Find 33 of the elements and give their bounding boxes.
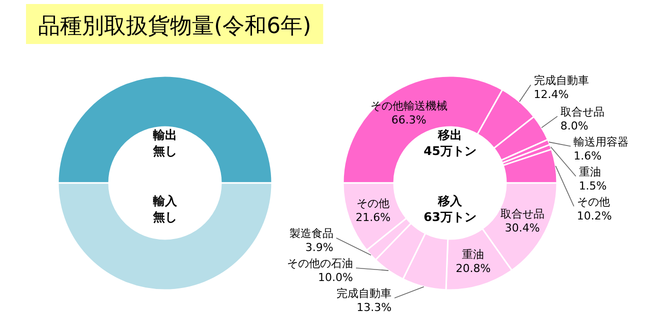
- slice-label: 輸送用容器: [574, 135, 629, 148]
- data-label: 8.0%: [560, 119, 588, 132]
- slice-label: その他の石油: [286, 257, 353, 270]
- text: 移出: [437, 128, 462, 142]
- chart-title: 品種別取扱貨物量(令和6年): [38, 14, 312, 39]
- data-label: 10.0%: [318, 271, 353, 284]
- data-label: 20.8%: [456, 262, 491, 276]
- slice-label: 取合せ品: [500, 207, 544, 220]
- slice-label: 完成自動車: [534, 74, 589, 87]
- text: 63万トン: [424, 210, 476, 224]
- text: 移入: [437, 194, 463, 208]
- slice-label: その他輸送機械: [370, 100, 448, 113]
- slice-label: 完成自動車: [336, 287, 392, 300]
- data-label: 3.9%: [305, 241, 334, 254]
- data-label: 13.3%: [356, 301, 392, 314]
- data-label: 1.6%: [574, 149, 602, 162]
- slice-label: その他: [576, 195, 610, 208]
- data-label: 21.6%: [356, 211, 391, 224]
- text: 無し: [152, 210, 177, 224]
- text: 45万トン: [424, 144, 476, 158]
- text: 輸出: [152, 128, 177, 142]
- slice-label: 製造食品: [289, 227, 334, 240]
- data-label: 1.5%: [578, 179, 607, 192]
- data-label: 10.2%: [576, 209, 612, 222]
- data-label: 12.4%: [534, 88, 569, 101]
- data-label: 30.4%: [504, 221, 540, 234]
- slice-label: 重油: [578, 165, 601, 178]
- data-label: 66.3%: [391, 114, 426, 127]
- slice-label: 重油: [462, 248, 484, 262]
- text: 輸入: [152, 194, 178, 208]
- slice-label: その他: [356, 197, 390, 210]
- text: 無し: [152, 144, 177, 158]
- slice-label: 取合せ品: [560, 105, 604, 118]
